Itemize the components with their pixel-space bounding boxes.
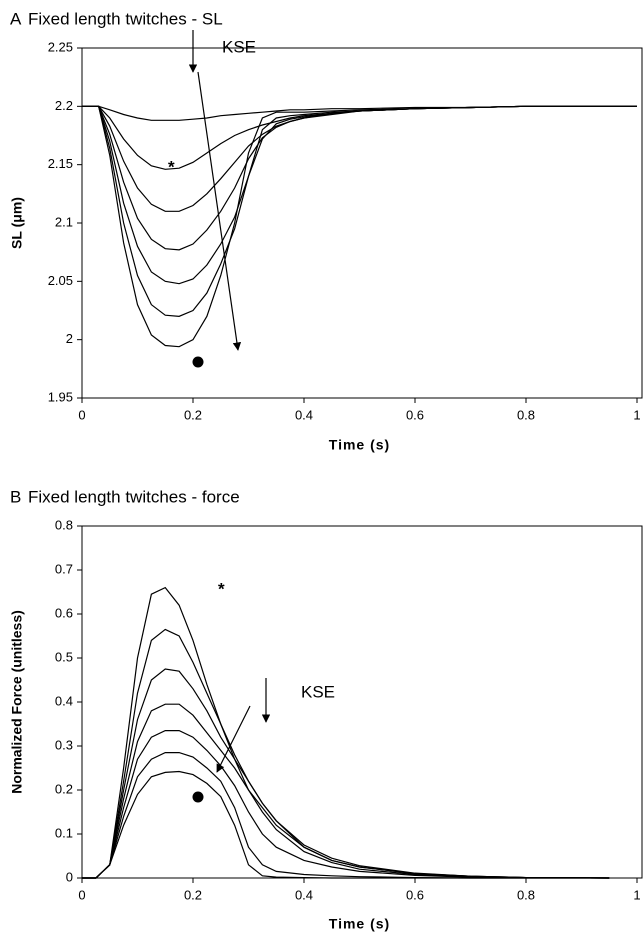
y-axis-label: Normalized Force (unitless) bbox=[9, 610, 25, 794]
line bbox=[82, 668, 610, 879]
y-tick-label: 0 bbox=[66, 869, 73, 884]
annotation: KSE bbox=[301, 682, 335, 701]
x-tick-label: 0.8 bbox=[517, 887, 535, 902]
y-tick-label: 2.2 bbox=[55, 98, 73, 113]
chart-title: Fixed length twitches - SL bbox=[28, 9, 223, 28]
dot-marker bbox=[192, 356, 204, 368]
x-tick-label: 0.4 bbox=[295, 407, 313, 422]
x-tick-label: 1 bbox=[633, 407, 640, 422]
y-tick-label: 2.15 bbox=[48, 156, 73, 171]
annotation: * bbox=[218, 579, 225, 598]
y-tick-label: 2.1 bbox=[55, 214, 73, 229]
y-tick-label: 2.05 bbox=[48, 273, 73, 288]
x-tick-label: 0 bbox=[78, 887, 85, 902]
x-tick-label: 0.2 bbox=[184, 887, 202, 902]
arrow bbox=[197, 71, 242, 351]
line bbox=[82, 105, 637, 285]
x-tick-label: 1 bbox=[633, 887, 640, 902]
line bbox=[82, 730, 610, 879]
annotation: KSE bbox=[222, 37, 256, 56]
y-tick-label: 0.1 bbox=[55, 825, 73, 840]
y-tick-label: 0.4 bbox=[55, 693, 73, 708]
panel-label: B bbox=[10, 487, 21, 506]
y-tick-label: 2 bbox=[66, 331, 73, 346]
line bbox=[82, 105, 637, 251]
line bbox=[82, 105, 637, 170]
line bbox=[82, 105, 637, 348]
x-tick-label: 0 bbox=[78, 407, 85, 422]
y-tick-label: 0.5 bbox=[55, 649, 73, 664]
y-tick-label: 0.2 bbox=[55, 781, 73, 796]
y-tick-label: 0.8 bbox=[55, 517, 73, 532]
y-tick-label: 0.7 bbox=[55, 561, 73, 576]
y-tick-label: 2.25 bbox=[48, 39, 73, 54]
y-tick-label: 0.6 bbox=[55, 605, 73, 620]
line bbox=[82, 105, 637, 317]
arrow bbox=[216, 705, 251, 773]
dot-marker bbox=[192, 791, 204, 803]
line bbox=[82, 770, 610, 879]
x-tick-label: 0.8 bbox=[517, 407, 535, 422]
line bbox=[82, 703, 610, 879]
x-tick-label: 0.6 bbox=[406, 407, 424, 422]
y-axis-label: SL (μm) bbox=[9, 197, 25, 249]
line bbox=[82, 752, 610, 879]
line bbox=[82, 105, 637, 212]
x-tick-label: 0.6 bbox=[406, 887, 424, 902]
plot-frame bbox=[81, 525, 643, 879]
x-axis-label: Time (s) bbox=[329, 437, 390, 453]
line bbox=[82, 628, 610, 879]
y-tick-label: 1.95 bbox=[48, 389, 73, 404]
line bbox=[82, 105, 637, 121]
arrows bbox=[188, 30, 271, 773]
annotation: * bbox=[168, 157, 175, 176]
line bbox=[82, 586, 610, 879]
chart-title: Fixed length twitches - force bbox=[28, 487, 240, 506]
x-tick-label: 0.4 bbox=[295, 887, 313, 902]
x-tick-label: 0.2 bbox=[184, 407, 202, 422]
y-tick-label: 0.3 bbox=[55, 737, 73, 752]
x-axis-label: Time (s) bbox=[329, 916, 390, 932]
panel-label: A bbox=[10, 9, 22, 28]
